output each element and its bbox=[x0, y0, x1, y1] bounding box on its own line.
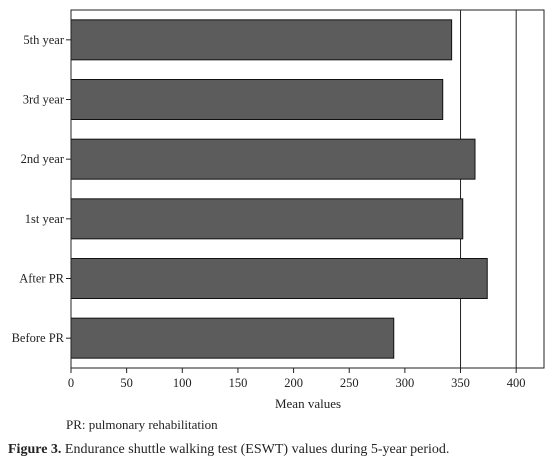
y-axis: Before PR After PR 1st year 2nd year 3rd yea… bbox=[12, 33, 71, 345]
gridlines bbox=[460, 10, 517, 368]
x-tick-label: 150 bbox=[229, 376, 248, 390]
bar bbox=[70, 138, 476, 180]
bar bbox=[70, 317, 395, 359]
x-axis: 0 50 100 150 200 250 300 350 400 bbox=[68, 368, 526, 390]
x-tick-label: 200 bbox=[284, 376, 303, 390]
x-axis-title: Mean values bbox=[275, 396, 341, 411]
bar bbox=[70, 258, 488, 299]
y-tick-label: After PR bbox=[19, 272, 64, 286]
x-tick-label: 250 bbox=[340, 376, 359, 390]
caption-label: Figure 3. bbox=[8, 442, 62, 457]
plot-frame bbox=[70, 9, 545, 369]
bar bbox=[70, 198, 464, 240]
y-tick-label: 5th year bbox=[23, 33, 64, 47]
x-tick-label: 100 bbox=[173, 376, 192, 390]
caption-text: Endurance shuttle walking test (ESWT) va… bbox=[61, 442, 450, 457]
bar bbox=[70, 79, 444, 120]
x-tick-label: 300 bbox=[396, 376, 415, 390]
y-tick-label: Before PR bbox=[12, 331, 65, 345]
x-tick-label: 350 bbox=[451, 376, 470, 390]
bar bbox=[70, 19, 453, 61]
x-tick-label: 400 bbox=[507, 376, 526, 390]
y-tick-label: 2nd year bbox=[21, 152, 65, 166]
x-tick-label: 0 bbox=[68, 376, 74, 390]
bars bbox=[70, 19, 488, 359]
footnote: PR: pulmonary rehabilitation bbox=[66, 417, 218, 432]
figure-caption: Figure 3. Endurance shuttle walking test… bbox=[8, 442, 449, 458]
x-tick-label: 50 bbox=[120, 376, 133, 390]
y-tick-label: 1st year bbox=[25, 212, 65, 226]
y-tick-label: 3rd year bbox=[23, 93, 65, 107]
